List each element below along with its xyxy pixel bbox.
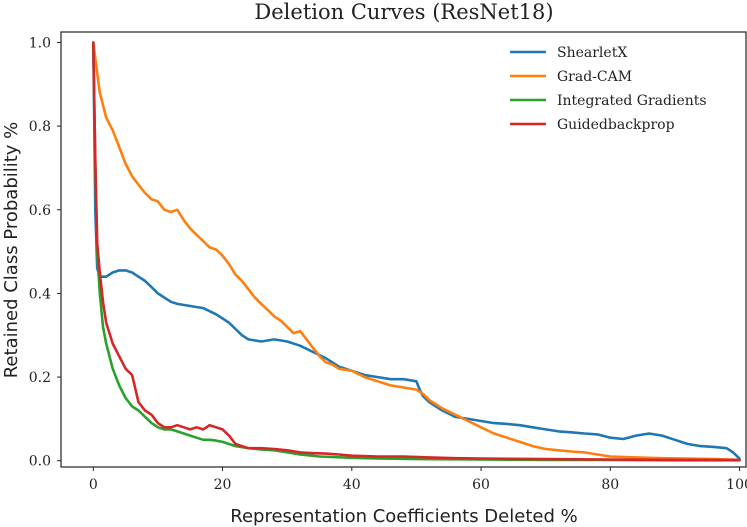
y-tick-label: 0.4 [29, 286, 51, 302]
series-line-integrated-gradients [92, 41, 741, 462]
series-line-shearletx [92, 41, 741, 460]
legend-label: Guidedbackprop [557, 117, 675, 133]
y-tick-label: 0.2 [29, 370, 51, 386]
plot-area [60, 31, 747, 468]
y-axis: 0.0 0.2 0.4 0.6 0.8 1.0 [29, 35, 61, 470]
y-tick-label: 0.0 [29, 454, 51, 470]
legend-label: Grad-CAM [557, 69, 632, 85]
x-tick-label: 20 [214, 477, 232, 493]
x-tick-label: 80 [601, 477, 619, 493]
y-tick-label: 0.6 [29, 203, 51, 219]
legend-label: Integrated Gradients [557, 93, 707, 109]
x-tick-label: 40 [343, 477, 361, 493]
series-lines [92, 41, 741, 462]
legend: ShearletX Grad-CAM Integrated Gradients Gui… [510, 45, 707, 133]
series-line-grad-cam [92, 41, 741, 462]
series-line-guidedbackprop [92, 41, 741, 462]
y-axis-label: Retained Class Probability % [1, 122, 22, 379]
x-axis-label: Representation Coefficients Deleted % [230, 506, 577, 527]
y-tick-label: 0.8 [29, 119, 51, 135]
chart-title: Deletion Curves (ResNet18) [254, 0, 553, 24]
x-axis: 0 20 40 60 80 100 [89, 467, 747, 493]
x-tick-label: 60 [472, 477, 490, 493]
x-tick-label: 0 [89, 477, 98, 493]
x-tick-label: 100 [726, 477, 747, 493]
legend-label: ShearletX [557, 45, 627, 61]
y-tick-label: 1.0 [29, 35, 51, 51]
